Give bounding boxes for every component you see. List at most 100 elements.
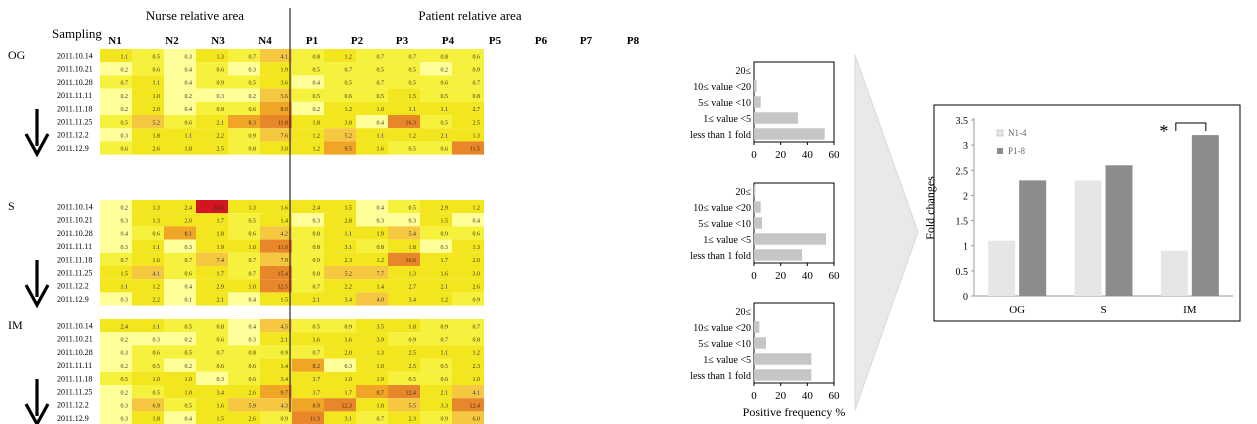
heatmap-cell-value: 0.7: [217, 351, 225, 357]
heatmap-cell-value: 0.2: [121, 390, 129, 396]
heatmap-cell-value: 0.3: [121, 219, 129, 225]
heatmap-cell: [452, 332, 484, 346]
significance-marker: *: [1159, 121, 1168, 141]
heatmap-cell: [356, 226, 388, 240]
heatmap-cell: [324, 252, 356, 266]
heatmap-cell: [196, 239, 228, 253]
heatmap-cell-value: 1.2: [313, 134, 321, 140]
heatmap-cell-value: 1.9: [377, 377, 385, 383]
x-tick-label: 40: [802, 270, 814, 282]
heatmap-cell-value: 1.3: [377, 351, 385, 357]
heatmap-cell-value: 1.5: [217, 417, 225, 423]
heatmap-cell: [196, 141, 228, 155]
heatmap-cell: [356, 292, 388, 306]
heatmap-cell: [324, 101, 356, 115]
heatmap-cell: [388, 266, 420, 280]
heatmap-cell: [228, 358, 260, 372]
heatmap-cell: [388, 411, 420, 424]
heatmap-cell: [132, 115, 164, 129]
heatmap-cell: [260, 332, 292, 346]
heatmap-cell: [260, 200, 292, 214]
heatmap-cell-value: 12.4: [406, 390, 417, 396]
heatmap-cell: [420, 75, 452, 89]
heatmap-cell-value: 0.5: [377, 68, 385, 74]
heatmap-cell: [420, 128, 452, 142]
heatmap-table: N1 N2 N3 N4 P1 P2 P3 P4 P5 P6 P7 P8 OG 2011.10.14 1.1 0…: [8, 8, 640, 424]
heatmap-cell: [292, 115, 324, 129]
heatmap-cell: [292, 49, 324, 63]
heatmap-cell-value: 0.5: [409, 68, 417, 74]
heatmap-cell: [196, 398, 228, 412]
heatmap-cell: [164, 88, 196, 102]
heatmap-cell-value: 1.0: [249, 245, 257, 251]
heatmap-cell-value: 0.3: [153, 338, 161, 344]
heatmap-cell: [420, 398, 452, 412]
heatmap-cell: [420, 226, 452, 240]
fold-bar: [1019, 180, 1047, 296]
heatmap-cell: [260, 292, 292, 306]
heatmap-cell-value: 0.2: [121, 338, 129, 344]
heatmap-cell: [388, 385, 420, 399]
heatmap-cell: [324, 49, 356, 63]
heatmap-cell: [420, 332, 452, 346]
heatmap-cell-value: 0.6: [441, 147, 449, 153]
heatmap-cell: [292, 128, 324, 142]
heatmap-cell-value: 0.5: [441, 364, 449, 370]
heatmap-cell: [292, 411, 324, 424]
frequency-bar: [754, 112, 798, 124]
heatmap-cell: [388, 345, 420, 359]
heatmap-cell: [164, 115, 196, 129]
date-label: 2011.10.14: [57, 203, 93, 212]
heatmap-cell-value: 1.5: [121, 271, 129, 277]
heatmap-cell: [228, 200, 260, 214]
heatmap-cell-value: 1.7: [217, 219, 225, 225]
heatmap-cell-value: 0.7: [377, 417, 385, 423]
heatmap-cell-value: 0.3: [217, 94, 225, 100]
heatmap-cell: [132, 332, 164, 346]
heatmap-cell-value: 8.9: [313, 404, 321, 410]
heatmap-cell: [100, 115, 132, 129]
heatmap-cell: [452, 226, 484, 240]
heatmap-cell: [196, 200, 228, 214]
heatmap-cell-value: 0.7: [377, 81, 385, 87]
heatmap-cell-value: 1.0: [185, 390, 193, 396]
fold-bar: [1191, 135, 1219, 296]
heatmap-cell: [196, 49, 228, 63]
heatmap-cell-value: 0.3: [313, 219, 321, 225]
heatmap-cell-value: 0.5: [249, 219, 257, 225]
heatmap-cell-value: 12.5: [278, 285, 289, 291]
category-label: less than 1 fold: [690, 130, 751, 141]
heatmap-cell-value: 2.1: [281, 338, 289, 344]
heatmap-cell-value: 0.8: [249, 147, 257, 153]
category-label: 1≤ value <5: [703, 235, 751, 246]
date-label: 2011.10.28: [57, 348, 93, 357]
heatmap-cell: [324, 279, 356, 293]
heatmap-cell-value: 0.3: [121, 351, 129, 357]
heatmap-cell: [388, 252, 420, 266]
heatmap-cell-value: 5.9: [249, 404, 257, 410]
heatmap-cell-value: 1.8: [313, 120, 321, 126]
heatmap-cell: [132, 385, 164, 399]
heatmap-cell-value: 1.1: [441, 107, 449, 113]
frequency-bar: [754, 353, 812, 365]
heatmap-cell: [196, 385, 228, 399]
category-label: less than 1 fold: [690, 371, 751, 382]
heatmap-cell-value: 0.9: [409, 338, 417, 344]
heatmap-cell-value: 0.5: [121, 377, 129, 383]
heatmap-cell: [356, 279, 388, 293]
heatmap-cell-value: 3.4: [217, 390, 225, 396]
heatmap-cell: [132, 319, 164, 333]
heatmap-cell-value: 0.9: [217, 81, 225, 87]
heatmap-cell: [100, 62, 132, 76]
heatmap-cell: [132, 358, 164, 372]
heatmap-cell-value: 1.1: [153, 245, 161, 251]
heatmap-cell-value: 1.3: [249, 205, 257, 211]
heatmap-cell: [356, 371, 388, 385]
heatmap-cell-value: 1.9: [281, 68, 289, 74]
fold-change-chart: 0 0.5 1 1.5 2 2.5 3 3.5 Fold changes OG S IM N1-4 P1-…: [923, 104, 1241, 322]
heatmap-cell: [260, 266, 292, 280]
heatmap-cell-value: 3.6: [281, 81, 289, 87]
heatmap-cell-value: 0.2: [185, 338, 193, 344]
column-header: N3: [211, 35, 225, 47]
heatmap-cell: [292, 213, 324, 227]
